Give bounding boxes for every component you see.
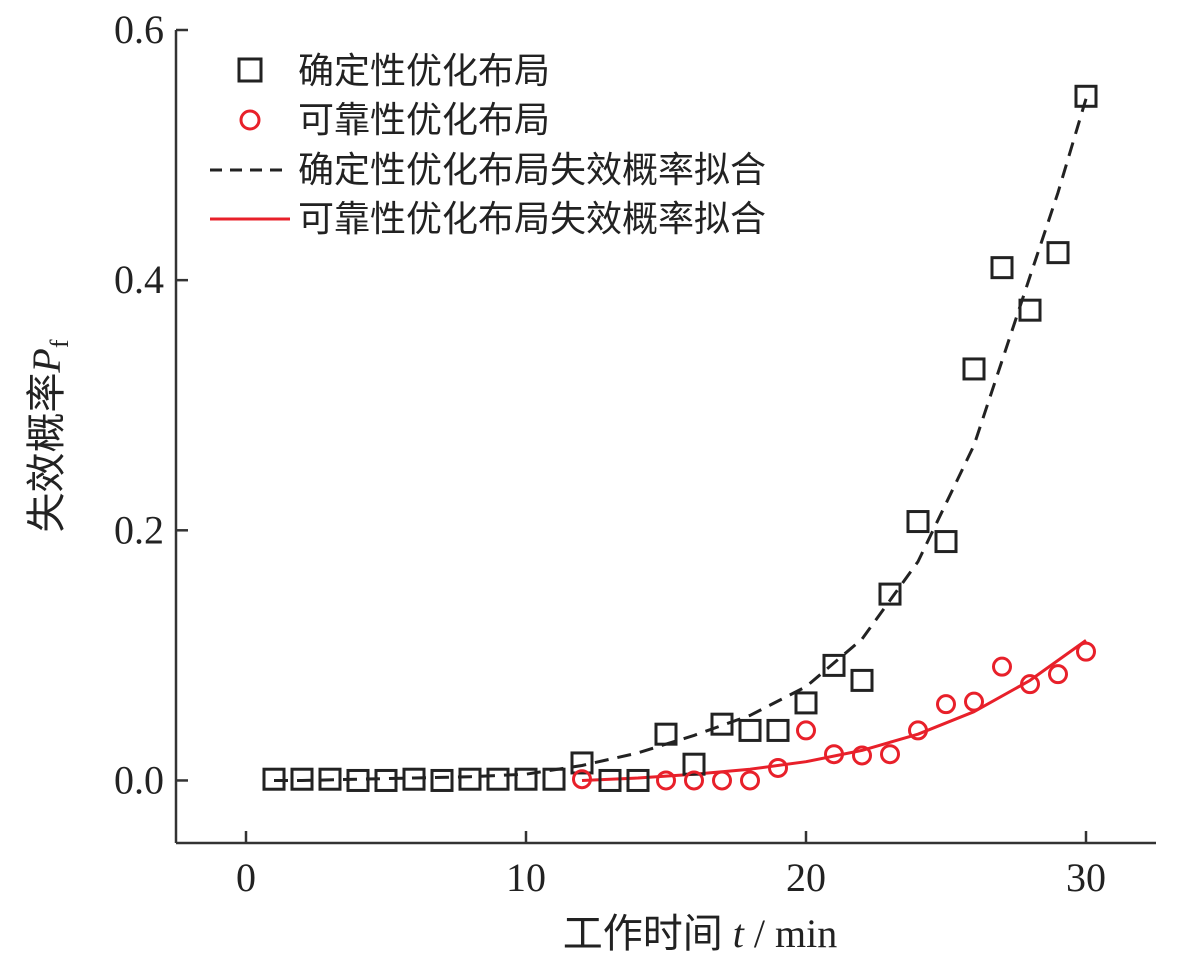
deterministic-point	[458, 767, 482, 791]
deterministic-point	[710, 712, 734, 736]
deterministic-point	[794, 691, 818, 715]
deterministic-point	[598, 768, 622, 792]
reliability-point	[936, 694, 956, 715]
reliability-point	[964, 691, 984, 712]
deterministic-point	[878, 582, 902, 606]
x-axis-label: 工作时间 t / min	[563, 911, 837, 956]
reliability-point	[1048, 664, 1068, 685]
deterministic-point	[626, 768, 650, 792]
deterministic-point	[486, 767, 510, 791]
reliability-point	[1020, 674, 1040, 695]
legend: 确定性优化布局 可靠性优化布局 确定性优化布局失效概率拟合 可靠性优化布局失效概…	[210, 51, 766, 240]
reliability-point	[880, 744, 900, 765]
y-axis-label: 失效概率Pf	[24, 339, 74, 532]
deterministic-point	[990, 256, 1014, 280]
x-tick-label: 30	[1066, 855, 1106, 900]
legend-label-reliability: 可靠性优化布局	[298, 100, 550, 141]
y-axis-ticks: 0.0 0.2 0.4 0.6	[114, 7, 188, 802]
y-axis-label-var: P	[24, 348, 69, 373]
reliability-point	[796, 720, 816, 741]
legend-circle-marker	[239, 109, 261, 131]
legend-square-marker	[237, 57, 263, 83]
y-axis-label-main: 失效概率	[24, 373, 69, 533]
deterministic-point	[1018, 298, 1042, 322]
deterministic-point	[374, 768, 398, 792]
x-tick-label: 0	[236, 855, 256, 900]
y-tick-label: 0.6	[114, 7, 164, 52]
reliability-point	[852, 745, 872, 766]
deterministic-point	[850, 668, 874, 692]
legend-label-deterministic-fit: 确定性优化布局失效概率拟合	[298, 150, 766, 191]
deterministic-point	[542, 767, 566, 791]
legend-label-deterministic: 确定性优化布局	[298, 51, 550, 92]
deterministic-point	[822, 653, 846, 677]
deterministic-point	[346, 768, 370, 792]
legend-item-reliability: 可靠性优化布局	[239, 100, 550, 141]
deterministic-point	[430, 768, 454, 792]
y-tick-label: 0.2	[114, 507, 164, 552]
legend-item-deterministic-fit: 确定性优化布局失效概率拟合	[210, 150, 766, 191]
deterministic-point	[318, 767, 342, 791]
deterministic-point	[738, 718, 762, 742]
reliability-point	[992, 656, 1012, 677]
y-axis-label-sub: f	[45, 339, 74, 348]
deterministic-point	[682, 752, 706, 776]
legend-item-deterministic: 确定性优化布局	[237, 51, 550, 92]
x-axis-label-var: t	[733, 911, 745, 956]
x-tick-label: 10	[506, 855, 546, 900]
deterministic-point	[1074, 84, 1098, 108]
deterministic-point	[906, 510, 930, 534]
legend-item-reliability-fit: 可靠性优化布局失效概率拟合	[210, 199, 766, 240]
deterministic-point	[654, 722, 678, 746]
deterministic-point	[290, 767, 314, 791]
reliability-point	[740, 770, 760, 791]
reliability-point	[1076, 641, 1096, 662]
deterministic-point	[1046, 241, 1070, 265]
x-axis-label-main: 工作时间	[563, 911, 723, 956]
x-axis-label-unit: min	[775, 911, 837, 956]
y-tick-label: 0.0	[114, 757, 164, 802]
reliability-point	[712, 770, 732, 791]
reliability-point	[908, 720, 928, 741]
reliability-point	[768, 757, 788, 778]
reliability-point	[572, 769, 592, 790]
x-tick-label: 20	[786, 855, 826, 900]
plot-frame	[174, 30, 1156, 845]
deterministic-point	[402, 767, 426, 791]
reliability-point	[656, 770, 676, 791]
y-tick-label: 0.4	[114, 257, 164, 302]
data-markers	[262, 84, 1098, 792]
deterministic-point	[934, 530, 958, 554]
deterministic-point	[262, 767, 286, 791]
reliability-fit-line	[581, 639, 1087, 782]
deterministic-point	[962, 357, 986, 381]
reliability-point	[824, 744, 844, 765]
deterministic-point	[766, 718, 790, 742]
x-axis-ticks: 0 10 20 30	[236, 831, 1106, 900]
x-axis-label-sep: /	[744, 911, 775, 956]
reliability-point	[684, 770, 704, 791]
deterministic-point	[514, 767, 538, 791]
legend-label-reliability-fit: 可靠性优化布局失效概率拟合	[298, 199, 766, 240]
deterministic-point	[570, 751, 594, 775]
